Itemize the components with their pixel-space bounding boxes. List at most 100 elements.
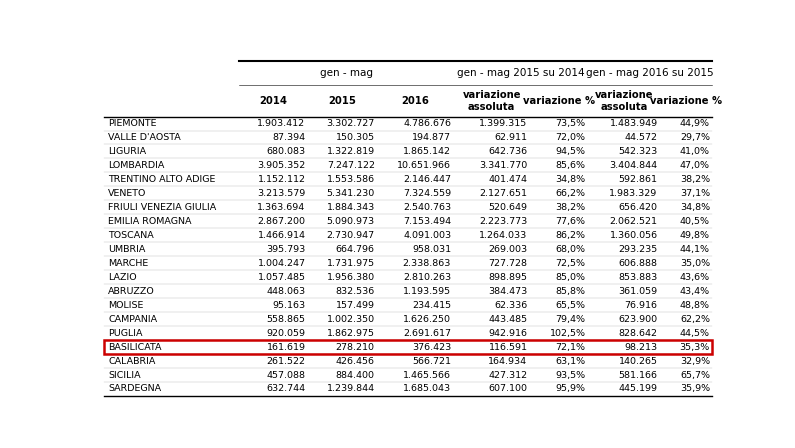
Text: BASILICATA: BASILICATA	[108, 343, 161, 352]
Text: PIEMONTE: PIEMONTE	[108, 119, 157, 128]
Text: 3.404.844: 3.404.844	[610, 161, 657, 170]
Text: 7.324.559: 7.324.559	[403, 189, 451, 198]
Text: LIGURIA: LIGURIA	[108, 147, 146, 156]
Text: 2.146.447: 2.146.447	[403, 175, 451, 184]
Text: MOLISE: MOLISE	[108, 301, 143, 310]
Text: 1.862.975: 1.862.975	[327, 328, 374, 338]
Text: 1.884.343: 1.884.343	[327, 203, 374, 212]
Text: 116.591: 116.591	[488, 343, 528, 352]
Text: 32,9%: 32,9%	[680, 357, 710, 366]
Text: 2.810.263: 2.810.263	[403, 273, 451, 282]
Text: 898.895: 898.895	[488, 273, 528, 282]
Text: 40,5%: 40,5%	[680, 217, 710, 226]
Text: 1.466.914: 1.466.914	[258, 231, 305, 240]
Text: 2014: 2014	[259, 96, 287, 106]
Text: 401.474: 401.474	[488, 175, 528, 184]
Text: 38,2%: 38,2%	[556, 203, 585, 212]
Text: 1.004.247: 1.004.247	[258, 259, 305, 268]
Text: 44,1%: 44,1%	[680, 245, 710, 254]
Text: VENETO: VENETO	[108, 189, 146, 198]
Text: 86,2%: 86,2%	[556, 231, 585, 240]
Text: 680.083: 680.083	[266, 147, 305, 156]
Text: 87.394: 87.394	[273, 133, 305, 142]
Text: 1.057.485: 1.057.485	[258, 273, 305, 282]
Text: 3.302.727: 3.302.727	[327, 119, 374, 128]
Text: 85,0%: 85,0%	[556, 273, 585, 282]
Text: 63,1%: 63,1%	[556, 357, 585, 366]
Text: SARDEGNA: SARDEGNA	[108, 384, 161, 393]
Text: 269.003: 269.003	[488, 245, 528, 254]
Text: variazione %: variazione %	[650, 96, 723, 106]
Text: LOMBARDIA: LOMBARDIA	[108, 161, 165, 170]
Text: 278.210: 278.210	[335, 343, 374, 352]
Text: 1.002.350: 1.002.350	[327, 314, 374, 323]
Text: 1.903.412: 1.903.412	[258, 119, 305, 128]
Text: 727.728: 727.728	[488, 259, 528, 268]
Text: 41,0%: 41,0%	[680, 147, 710, 156]
Text: 376.423: 376.423	[412, 343, 451, 352]
Text: variazione
assoluta: variazione assoluta	[595, 90, 653, 112]
Text: 194.877: 194.877	[412, 133, 451, 142]
Text: 832.536: 832.536	[335, 287, 374, 296]
Text: 47,0%: 47,0%	[680, 161, 710, 170]
Text: 72,0%: 72,0%	[556, 133, 585, 142]
Text: 2.223.773: 2.223.773	[479, 217, 528, 226]
Text: 234.415: 234.415	[412, 301, 451, 310]
Text: 1.264.033: 1.264.033	[479, 231, 528, 240]
Text: 1.626.250: 1.626.250	[403, 314, 451, 323]
Text: TOSCANA: TOSCANA	[108, 231, 153, 240]
Text: LAZIO: LAZIO	[108, 273, 137, 282]
Text: 1.956.380: 1.956.380	[327, 273, 374, 282]
Text: variazione %: variazione %	[523, 96, 595, 106]
Text: 2.691.617: 2.691.617	[403, 328, 451, 338]
Text: 5.090.973: 5.090.973	[327, 217, 374, 226]
Text: 62.336: 62.336	[494, 301, 528, 310]
Text: 77,6%: 77,6%	[556, 217, 585, 226]
Text: 2.127.651: 2.127.651	[479, 189, 528, 198]
Text: 592.861: 592.861	[619, 175, 657, 184]
Text: 1.483.949: 1.483.949	[610, 119, 657, 128]
Text: 884.400: 884.400	[335, 370, 374, 379]
Text: 448.063: 448.063	[266, 287, 305, 296]
Text: 49,8%: 49,8%	[680, 231, 710, 240]
Text: 72,1%: 72,1%	[556, 343, 585, 352]
Text: 10.651.966: 10.651.966	[398, 161, 451, 170]
Text: 1.685.043: 1.685.043	[403, 384, 451, 393]
Text: 958.031: 958.031	[412, 245, 451, 254]
Text: gen - mag 2015 su 2014: gen - mag 2015 su 2014	[457, 68, 584, 78]
Text: 558.865: 558.865	[266, 314, 305, 323]
Text: 520.649: 520.649	[488, 203, 528, 212]
Text: 261.522: 261.522	[266, 357, 305, 366]
Text: 43,4%: 43,4%	[680, 287, 710, 296]
Text: 920.059: 920.059	[266, 328, 305, 338]
Text: 76.916: 76.916	[625, 301, 657, 310]
Text: 942.916: 942.916	[488, 328, 528, 338]
Text: 623.900: 623.900	[619, 314, 657, 323]
Text: 581.166: 581.166	[619, 370, 657, 379]
Text: 632.744: 632.744	[266, 384, 305, 393]
Text: 35,3%: 35,3%	[680, 343, 710, 352]
Text: 65,7%: 65,7%	[680, 370, 710, 379]
Text: 5.341.230: 5.341.230	[327, 189, 374, 198]
Text: 62.911: 62.911	[494, 133, 528, 142]
Text: UMBRIA: UMBRIA	[108, 245, 145, 254]
Text: 34,8%: 34,8%	[556, 175, 585, 184]
Text: ABRUZZO: ABRUZZO	[108, 287, 155, 296]
Text: 1.865.142: 1.865.142	[403, 147, 451, 156]
Text: 664.796: 664.796	[335, 245, 374, 254]
Text: 44,9%: 44,9%	[680, 119, 710, 128]
Text: 34,8%: 34,8%	[680, 203, 710, 212]
Text: 457.088: 457.088	[266, 370, 305, 379]
Text: 2.540.763: 2.540.763	[403, 203, 451, 212]
Text: 150.305: 150.305	[335, 133, 374, 142]
Text: 426.456: 426.456	[335, 357, 374, 366]
Text: 2.338.863: 2.338.863	[403, 259, 451, 268]
Text: 79,4%: 79,4%	[556, 314, 585, 323]
Text: 164.934: 164.934	[488, 357, 528, 366]
Text: 361.059: 361.059	[619, 287, 657, 296]
Text: 1.731.975: 1.731.975	[327, 259, 374, 268]
Text: 4.091.003: 4.091.003	[403, 231, 451, 240]
Text: 2015: 2015	[328, 96, 356, 106]
Text: 1.360.056: 1.360.056	[610, 231, 657, 240]
Text: 44,5%: 44,5%	[680, 328, 710, 338]
